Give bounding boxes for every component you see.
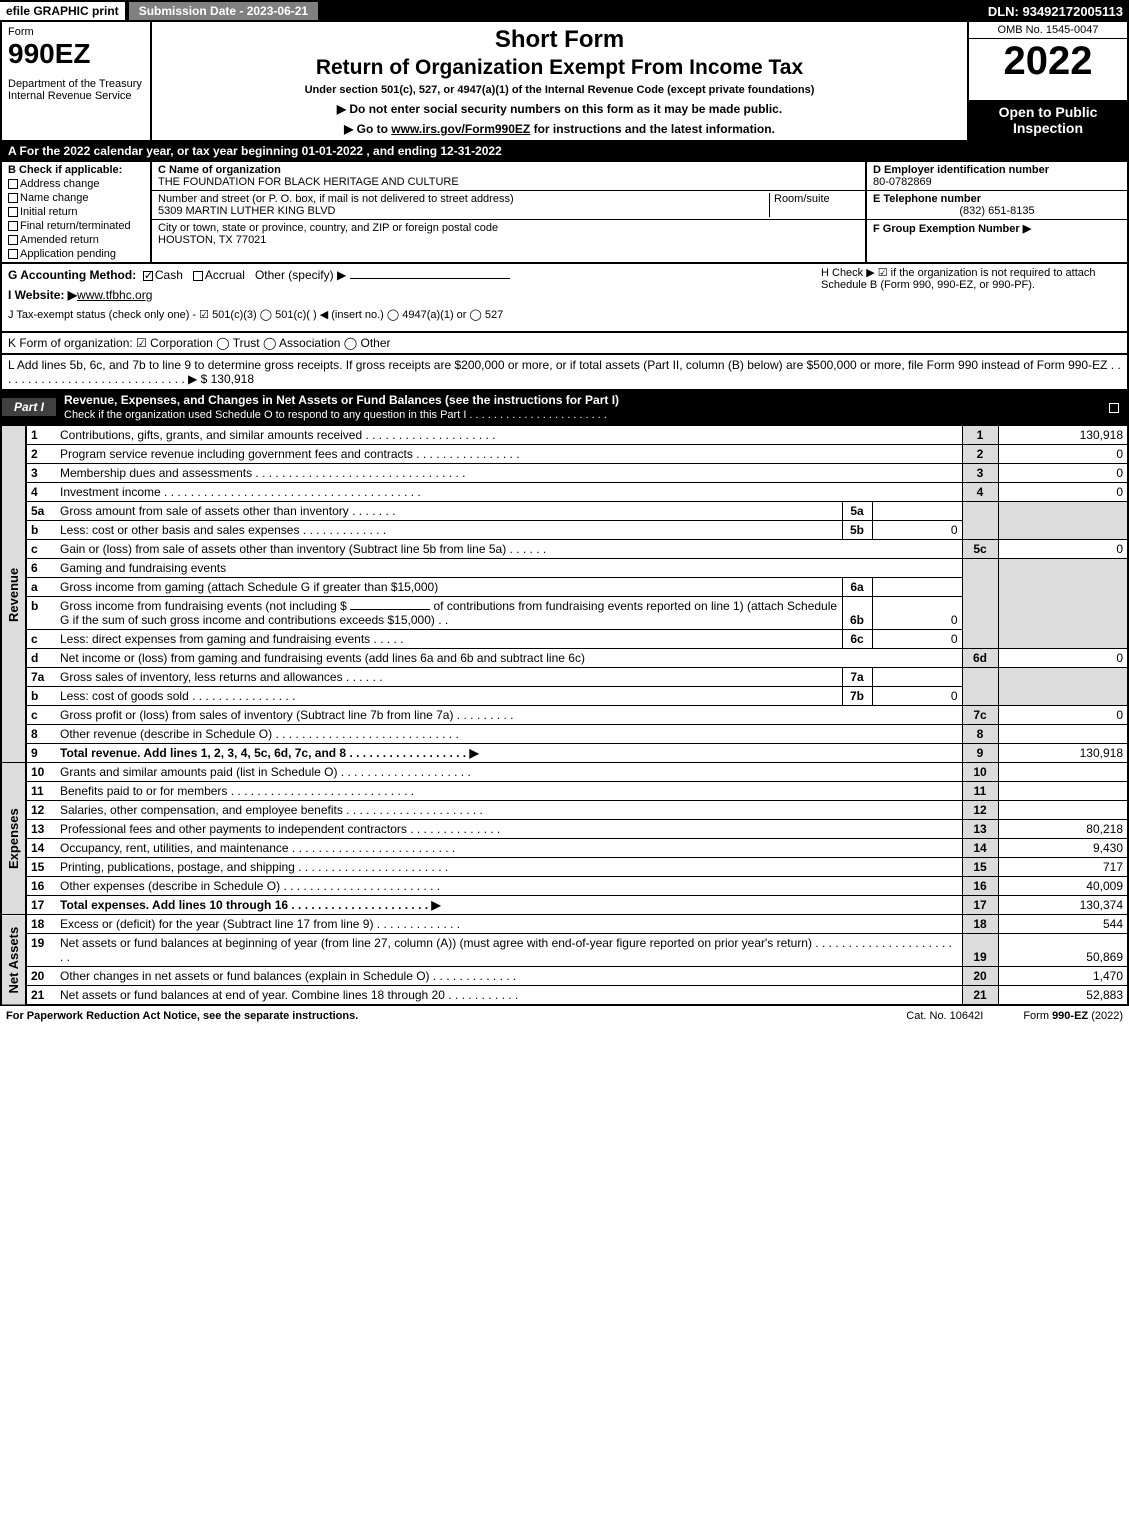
expenses-label: Expenses xyxy=(1,763,26,915)
form-number: 990EZ xyxy=(8,38,144,70)
b-label: B Check if applicable: xyxy=(8,164,144,176)
f-label: F Group Exemption Number ▶ xyxy=(873,223,1031,235)
opt-address-change[interactable]: Address change xyxy=(8,178,144,190)
footer: For Paperwork Reduction Act Notice, see … xyxy=(0,1006,1129,1026)
city-label: City or town, state or province, country… xyxy=(158,222,498,234)
row-h: H Check ▶ ☑ if the organization is not r… xyxy=(821,266,1121,291)
telephone: (832) 651-8135 xyxy=(873,205,1121,217)
opt-name-change[interactable]: Name change xyxy=(8,192,144,204)
inst2-prefix: ▶ Go to xyxy=(344,122,391,136)
opt-app-pending[interactable]: Application pending xyxy=(8,248,144,260)
e-label: E Telephone number xyxy=(873,193,981,205)
instruction-2: ▶ Go to www.irs.gov/Form990EZ for instru… xyxy=(158,122,961,136)
form-label: Form xyxy=(8,26,144,38)
omb-number: OMB No. 1545-0047 xyxy=(969,22,1127,39)
pra-notice: For Paperwork Reduction Act Notice, see … xyxy=(6,1010,358,1022)
part1-checkbox[interactable] xyxy=(1109,400,1127,414)
section-b-to-f: B Check if applicable: Address change Na… xyxy=(0,162,1129,264)
topbar: efile GRAPHIC print Submission Date - 20… xyxy=(0,0,1129,22)
col-d-e-f: D Employer identification number 80-0782… xyxy=(867,162,1127,262)
part-number: Part I xyxy=(2,398,56,416)
accrual-checkbox[interactable] xyxy=(193,271,203,281)
row-j: J Tax-exempt status (check only one) - ☑… xyxy=(8,308,1121,321)
gross-receipts: 130,918 xyxy=(211,372,254,386)
row-k: K Form of organization: ☑ Corporation ◯ … xyxy=(0,333,1129,355)
part1-table: Revenue 1Contributions, gifts, grants, a… xyxy=(0,425,1129,1006)
short-form-title: Short Form xyxy=(158,26,961,54)
d-label: D Employer identification number xyxy=(873,164,1049,176)
net-assets-label: Net Assets xyxy=(1,915,26,1006)
ein: 80-0782869 xyxy=(873,176,932,188)
row-a: A For the 2022 calendar year, or tax yea… xyxy=(0,142,1129,162)
instruction-1: ▶ Do not enter social security numbers o… xyxy=(158,102,961,116)
form-subtitle: Under section 501(c), 527, or 4947(a)(1)… xyxy=(158,84,961,96)
inspection-notice: Open to Public Inspection xyxy=(969,100,1127,140)
addr-label: Number and street (or P. O. box, if mail… xyxy=(158,193,514,205)
c-label: C Name of organization xyxy=(158,164,281,176)
cash-checkbox[interactable] xyxy=(143,271,153,281)
revenue-label: Revenue xyxy=(1,426,26,763)
opt-final-return[interactable]: Final return/terminated xyxy=(8,220,144,232)
col-b: B Check if applicable: Address change Na… xyxy=(2,162,152,262)
opt-initial-return[interactable]: Initial return xyxy=(8,206,144,218)
org-address: 5309 MARTIN LUTHER KING BLVD xyxy=(158,205,335,217)
opt-amended[interactable]: Amended return xyxy=(8,234,144,246)
cat-number: Cat. No. 10642I xyxy=(906,1010,983,1022)
efile-label: efile GRAPHIC print xyxy=(0,2,125,20)
org-city: HOUSTON, TX 77021 xyxy=(158,234,266,246)
org-name: THE FOUNDATION FOR BLACK HERITAGE AND CU… xyxy=(158,176,459,188)
form-title: Return of Organization Exempt From Incom… xyxy=(158,56,961,80)
part-1-header: Part I Revenue, Expenses, and Changes in… xyxy=(0,391,1129,425)
department: Department of the Treasury Internal Reve… xyxy=(8,78,144,102)
row-l: L Add lines 5b, 6c, and 7b to line 9 to … xyxy=(0,355,1129,391)
form-header: Form 990EZ Department of the Treasury In… xyxy=(0,22,1129,142)
tax-year: 2022 xyxy=(969,39,1127,83)
dln: DLN: 93492172005113 xyxy=(988,4,1129,19)
website-link[interactable]: www.tfbhc.org xyxy=(77,288,152,302)
irs-link[interactable]: www.irs.gov/Form990EZ xyxy=(391,122,530,136)
submission-date: Submission Date - 2023-06-21 xyxy=(129,2,318,20)
col-c: C Name of organization THE FOUNDATION FO… xyxy=(152,162,867,262)
room-label: Room/suite xyxy=(774,193,830,205)
row-g-h-i-j: H Check ▶ ☑ if the organization is not r… xyxy=(0,264,1129,333)
form-version: Form 990-EZ (2022) xyxy=(1023,1010,1123,1022)
inst2-suffix: for instructions and the latest informat… xyxy=(530,122,775,136)
